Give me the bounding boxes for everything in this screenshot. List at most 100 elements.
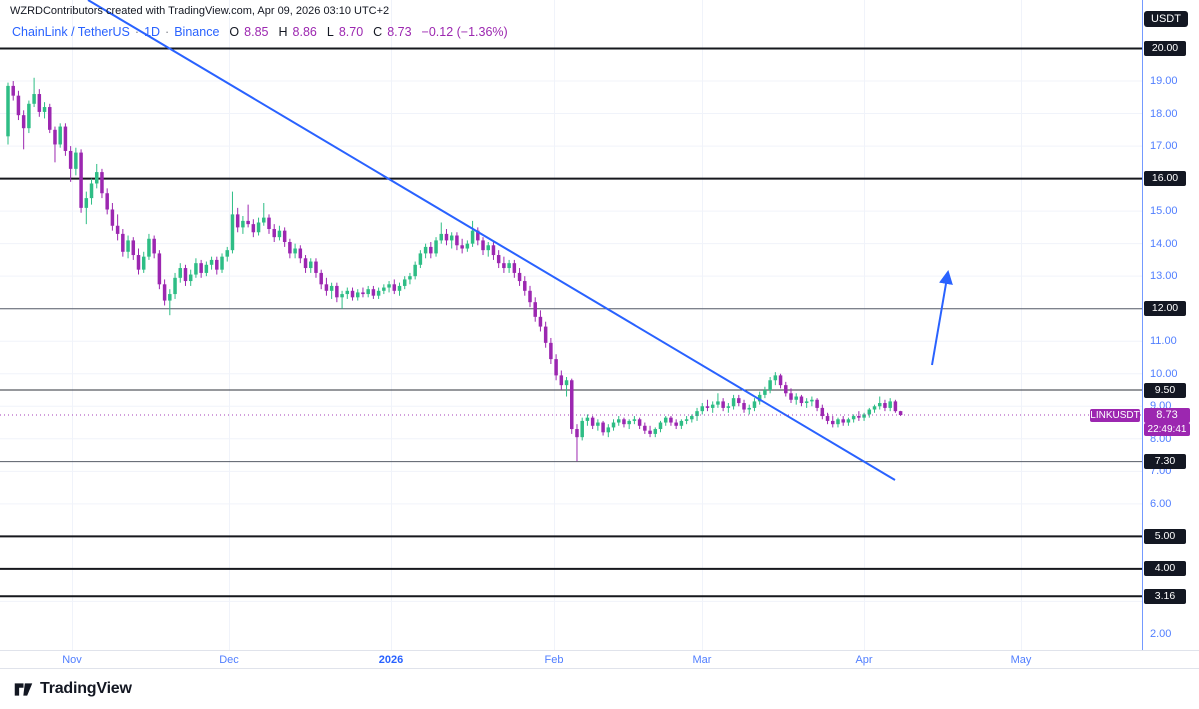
trendline-drawing[interactable] bbox=[87, 0, 896, 481]
candle-body bbox=[784, 385, 788, 394]
candle-body bbox=[731, 398, 736, 407]
time-axis-label: Apr bbox=[855, 654, 873, 666]
candle-body bbox=[543, 326, 548, 343]
candle-body bbox=[528, 290, 532, 303]
separator-dot: · bbox=[134, 25, 140, 39]
candle-body bbox=[136, 255, 141, 270]
candle-body bbox=[413, 264, 417, 277]
currency-badge[interactable]: USDT bbox=[1144, 11, 1188, 27]
candle-body bbox=[663, 417, 668, 423]
candle-body bbox=[147, 238, 151, 257]
candle-body bbox=[867, 409, 872, 415]
time-axis-label: 2026 bbox=[378, 654, 404, 666]
candle-body bbox=[314, 261, 318, 273]
current-price-badge: 8.73 bbox=[1144, 407, 1190, 423]
candle-body bbox=[84, 198, 89, 208]
high-label: H bbox=[278, 25, 288, 39]
candle-body bbox=[387, 284, 391, 288]
candle-body bbox=[747, 407, 751, 410]
tradingview-logo-icon[interactable] bbox=[13, 679, 34, 700]
candle-body bbox=[392, 284, 397, 291]
candle-body bbox=[820, 407, 825, 417]
price-tick-label: 14.00 bbox=[1150, 237, 1178, 250]
open-label: O bbox=[229, 25, 240, 39]
candle-body bbox=[606, 427, 611, 433]
price-tick-label: 19.00 bbox=[1150, 75, 1178, 88]
price-tick-label: 2.00 bbox=[1150, 627, 1172, 640]
candle-body bbox=[215, 259, 219, 270]
exchange-label[interactable]: Binance bbox=[174, 25, 220, 39]
change-value: −0.12 (−1.36%) bbox=[421, 25, 508, 39]
candle-body bbox=[763, 390, 767, 395]
candle-body bbox=[590, 417, 595, 426]
interval-label[interactable]: 1D bbox=[144, 25, 161, 39]
candle-body bbox=[58, 126, 62, 145]
candle-body bbox=[115, 225, 120, 234]
candle-body bbox=[877, 403, 882, 407]
symbol-info-row: ChainLink / TetherUS · 1D · Binance O 8.… bbox=[12, 25, 508, 39]
bar-countdown-badge: 22:49:41 bbox=[1144, 422, 1190, 436]
candle-body bbox=[700, 406, 705, 412]
candle-body bbox=[220, 256, 224, 270]
candle-body bbox=[16, 95, 21, 116]
candle-body bbox=[476, 230, 480, 241]
candle-body bbox=[564, 380, 569, 386]
candle-body bbox=[643, 425, 647, 431]
candle-body bbox=[804, 401, 809, 404]
price-level-badge: 20.00 bbox=[1144, 41, 1186, 56]
candle-body bbox=[632, 419, 637, 421]
candle-body bbox=[559, 375, 564, 386]
candle-body bbox=[27, 103, 31, 129]
candle-body bbox=[836, 419, 840, 425]
time-axis-label: Feb bbox=[544, 654, 564, 666]
candle-body bbox=[658, 422, 663, 430]
candle-body bbox=[361, 292, 365, 295]
candle-body bbox=[616, 419, 621, 423]
candle-body bbox=[235, 214, 240, 228]
candlestick-chart[interactable] bbox=[0, 0, 1142, 650]
candle-body bbox=[512, 263, 517, 273]
candle-body bbox=[178, 268, 183, 278]
tradingview-brand-text[interactable]: TradingView bbox=[40, 680, 132, 697]
candle-body bbox=[481, 240, 485, 251]
price-level-badge: 9.50 bbox=[1144, 382, 1186, 398]
candle-body bbox=[737, 398, 741, 404]
symbol-title[interactable]: ChainLink / TetherUS bbox=[12, 25, 130, 39]
symbol-price-tag: LINKUSDT bbox=[1090, 408, 1140, 422]
arrow-drawing[interactable] bbox=[931, 270, 953, 366]
candle-body bbox=[340, 294, 344, 298]
candle-body bbox=[126, 240, 130, 252]
candle-body bbox=[491, 245, 496, 256]
high-value: 8.86 bbox=[292, 25, 317, 39]
candle-body bbox=[611, 422, 616, 428]
price-level-badge: 4.00 bbox=[1144, 561, 1186, 577]
candle-body bbox=[173, 277, 177, 295]
candle-body bbox=[298, 248, 303, 259]
candle-body bbox=[288, 242, 292, 254]
candle-body bbox=[188, 274, 193, 282]
candle-body bbox=[857, 416, 861, 418]
candle-body bbox=[752, 401, 757, 408]
candle-body bbox=[324, 284, 329, 291]
candle-body bbox=[423, 246, 428, 254]
candle-body bbox=[794, 396, 798, 400]
price-tick-label: 17.00 bbox=[1150, 140, 1178, 153]
low-value: 8.70 bbox=[338, 25, 364, 39]
candle-body bbox=[601, 422, 605, 433]
candle-body bbox=[841, 419, 845, 423]
candle-body bbox=[637, 419, 642, 426]
candle-body bbox=[825, 416, 830, 421]
time-axis-label: Mar bbox=[692, 654, 712, 666]
price-level-badge: 5.00 bbox=[1144, 528, 1186, 544]
price-tick-label: 11.00 bbox=[1150, 335, 1177, 348]
candle-body bbox=[241, 220, 245, 228]
candle-body bbox=[355, 292, 360, 298]
candle-body bbox=[517, 272, 522, 282]
price-axis[interactable]: USDT 8.73 22:49:41 19.00 18.00 17.00 15.00 1… bbox=[1142, 0, 1199, 650]
candle-body bbox=[303, 258, 308, 269]
time-axis[interactable]: Nov Dec 2026 Feb Mar Apr May bbox=[0, 650, 1199, 669]
candle-body bbox=[319, 272, 323, 285]
candle-body bbox=[705, 406, 710, 408]
open-value: 8.85 bbox=[244, 25, 269, 39]
price-level-badge: 3.16 bbox=[1144, 588, 1186, 604]
